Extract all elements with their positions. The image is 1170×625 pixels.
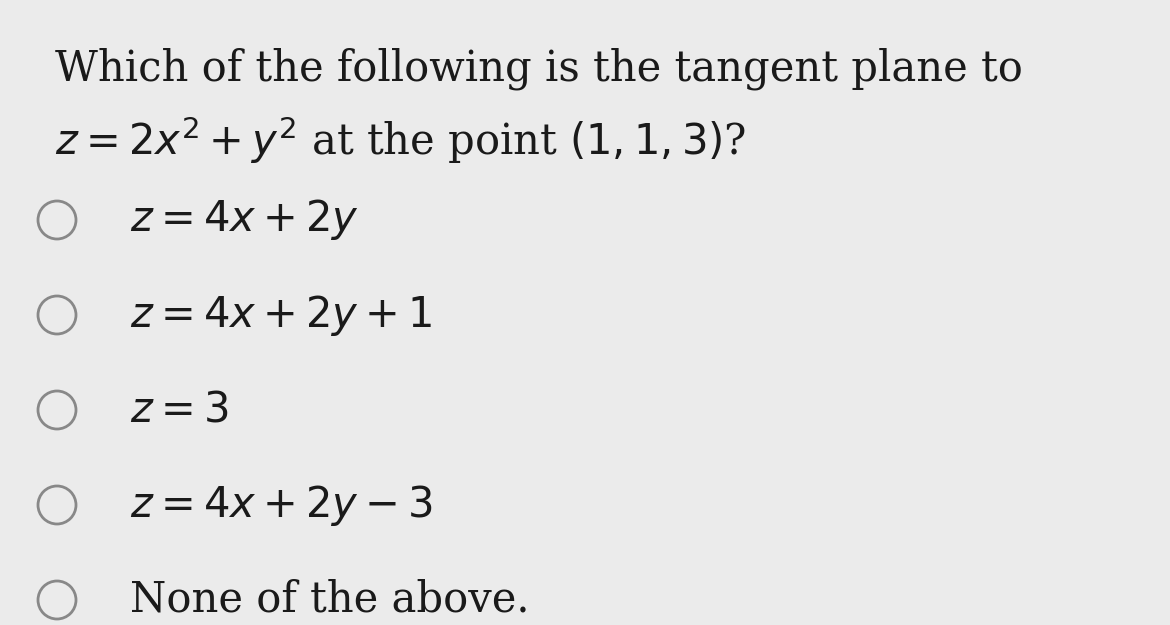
- Text: $z = 4x + 2y + 1$: $z = 4x + 2y + 1$: [130, 292, 432, 338]
- Text: $z = 2x^2 + y^2$ at the point $(1, 1, 3)$?: $z = 2x^2 + y^2$ at the point $(1, 1, 3)…: [55, 115, 746, 166]
- Text: $z = 4x + 2y$: $z = 4x + 2y$: [130, 198, 359, 242]
- Text: Which of the following is the tangent plane to: Which of the following is the tangent pl…: [55, 48, 1023, 91]
- Text: None of the above.: None of the above.: [130, 579, 530, 621]
- Text: $z = 4x + 2y - 3$: $z = 4x + 2y - 3$: [130, 482, 433, 528]
- Text: $z = 3$: $z = 3$: [130, 389, 228, 431]
